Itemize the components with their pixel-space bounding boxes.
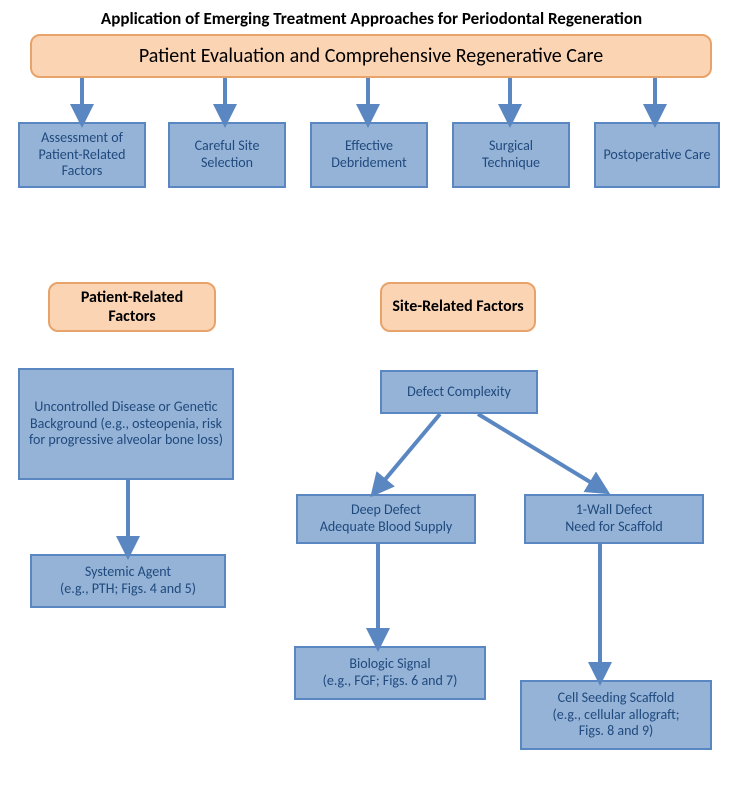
- row1-debridement: Effective Debridement: [310, 122, 428, 188]
- site-factors-header: Site-Related Factors: [380, 282, 536, 332]
- row1-surgical: Surgical Technique: [452, 122, 570, 188]
- page-title: Application of Emerging Treatment Approa…: [0, 8, 743, 29]
- patient-factors-header: Patient-Related Factors: [48, 282, 216, 332]
- row1-assessment: Assessment of Patient-Related Factors: [18, 122, 146, 188]
- patient-systemic-box: Systemic Agent(e.g., PTH; Figs. 4 and 5): [30, 554, 226, 608]
- scaffold-box: Cell Seeding Scaffold(e.g., cellular all…: [520, 680, 712, 750]
- wall-defect-box: 1-Wall DefectNeed for Scaffold: [524, 494, 704, 544]
- header-box: Patient Evaluation and Comprehensive Reg…: [30, 34, 712, 78]
- deep-defect-box: Deep DefectAdequate Blood Supply: [296, 494, 476, 544]
- patient-disease-box: Uncontrolled Disease or Genetic Backgrou…: [18, 368, 234, 480]
- defect-complexity-box: Defect Complexity: [380, 370, 538, 414]
- row1-postop: Postoperative Care: [594, 122, 720, 188]
- row1-site-selection: Careful Site Selection: [168, 122, 286, 188]
- biologic-signal-box: Biologic Signal(e.g., FGF; Figs. 6 and 7…: [294, 646, 486, 700]
